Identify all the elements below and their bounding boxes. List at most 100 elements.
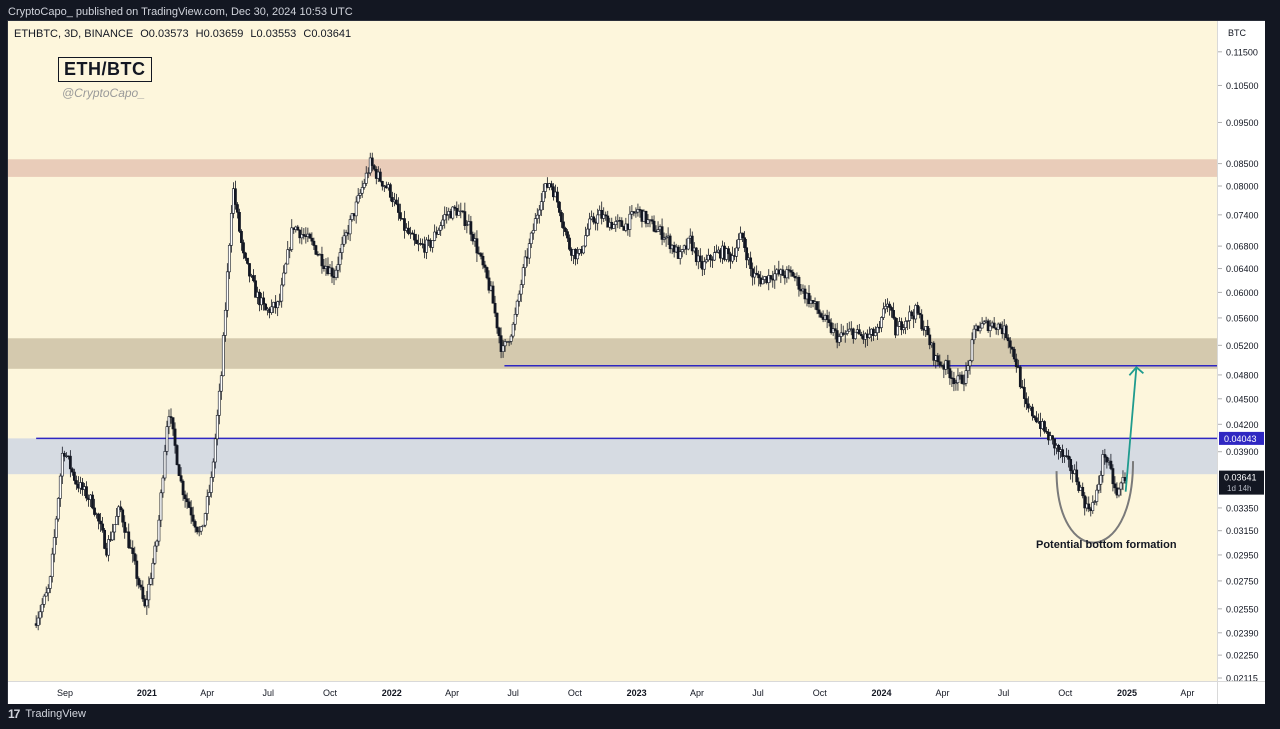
candle-body [964,370,968,384]
price-plot [8,152,1217,631]
candle-body [298,229,302,239]
candle-body [755,272,759,275]
candle-body [966,365,970,371]
candle-body [529,232,533,244]
candle-body [312,240,316,246]
candle-body [664,236,668,239]
candle-body [503,341,507,347]
candle-body [115,516,119,525]
candle-body [193,521,197,528]
candle-body [354,201,358,217]
candle-body [157,519,161,542]
candle-body [650,219,654,222]
candle-body [704,259,708,263]
price-tick-label: 0.09500 [1226,118,1259,128]
candle-body [62,452,66,457]
candle-body [350,213,354,220]
candle-body [815,301,819,311]
candle-body [867,333,871,338]
candle-body [433,231,437,241]
candle-body [340,243,344,253]
candle-body [68,455,72,470]
candle-body [853,331,857,339]
price-axis[interactable]: BTC 0.11500 0.10500 0.09500 0.08500 0.08000 0… [1217,21,1265,681]
candle-body [956,375,960,383]
time-tick-label: Apr [200,688,214,698]
candle-body [926,326,930,336]
symbol-name[interactable]: ETHBTC, 3D, BINANCE [14,28,134,40]
candle-body [360,187,364,194]
bottom-formation-label: Potential bottom formation [1036,539,1177,551]
candle-body [527,243,531,259]
candle-body [928,334,932,346]
candle-body [874,332,877,336]
publisher-line: CryptoCapo_ published on TradingView.com… [8,6,353,18]
author-handle: @CryptoCapo_ [62,86,145,100]
candle-body [1101,454,1105,476]
candle-body [1043,421,1046,432]
symbol-legend: ETHBTC, 3D, BINANCE O0.03573 H0.03659 L0… [14,28,355,40]
candle-body [308,233,312,239]
candle-body [364,172,368,184]
candle-body [936,355,940,363]
candle-body [183,494,187,500]
candle-body [123,521,127,533]
candle-body [254,280,257,298]
candle-body [946,360,950,369]
open-value: O0.03573 [140,28,189,40]
candle-body [54,518,58,538]
candle-body [207,492,211,497]
candle-body [403,218,406,231]
candle-body [1031,406,1034,417]
candle-body [137,578,141,586]
candle-body [892,310,895,319]
candle-body [336,264,340,271]
tradingview-logo-icon[interactable]: 17 [8,707,20,721]
candle-body [197,530,201,533]
candle-body [370,157,374,166]
candle-body [380,180,384,187]
candle-body [825,315,829,320]
candle-body [42,595,46,605]
candle-body [906,320,910,322]
resistance-zone [8,159,1217,177]
candle-body [737,239,740,249]
candle-body [1109,460,1113,469]
candle-body [177,464,181,476]
candle-body [159,492,163,521]
time-tick-label: Jul [998,688,1010,698]
candle-body [81,482,84,490]
candle-body [686,237,690,250]
candle-body [980,323,984,329]
footer-brand[interactable]: TradingView [25,708,86,720]
candle-body [171,417,175,430]
candle-body [992,322,996,329]
candle-body [702,261,706,270]
candle-body [636,209,640,213]
candle-body [1026,403,1030,409]
candle-body [133,553,137,562]
candle-body [757,274,761,279]
candle-body [656,229,660,232]
time-axis[interactable]: Sep 2021 Apr Jul Oct 2022 Apr Jul Oct 2023 Apr Jul O… [8,681,1217,704]
currency-label[interactable]: BTC [1228,28,1246,38]
candles [34,152,1127,631]
candle-body [334,269,338,278]
candle-body [948,368,952,379]
price-tick-label: 0.02250 [1226,651,1259,661]
price-tick-label: 0.02390 [1226,628,1259,638]
candle-body [819,313,823,318]
candle-body [560,212,563,223]
candle-body [221,335,225,377]
candle-body [1051,435,1054,440]
candle-body [437,229,441,235]
candle-body [238,212,241,232]
candle-body [960,374,964,384]
chart-area[interactable]: ETHBTC, 3D, BINANCE O0.03573 H0.03659 L0… [8,21,1217,681]
candle-body [72,471,76,481]
candle-body [1018,366,1022,388]
candle-body [882,308,885,318]
candle-body [70,468,74,473]
candle-body [223,309,227,336]
candle-body [199,526,203,532]
